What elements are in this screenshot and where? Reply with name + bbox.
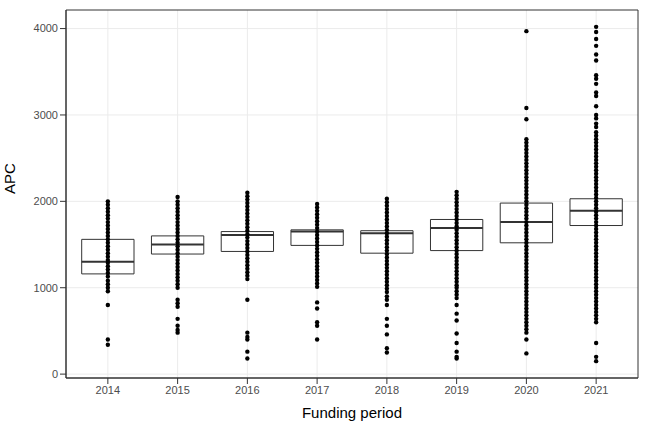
svg-text:2016: 2016 (235, 384, 259, 396)
svg-text:0: 0 (52, 368, 58, 380)
svg-text:4000: 4000 (34, 22, 58, 34)
svg-text:Funding period: Funding period (302, 404, 402, 421)
svg-text:2021: 2021 (584, 384, 608, 396)
svg-text:APC: APC (8, 163, 18, 194)
svg-text:2000: 2000 (34, 195, 58, 207)
svg-text:2020: 2020 (514, 384, 538, 396)
svg-text:2018: 2018 (375, 384, 399, 396)
svg-text:2014: 2014 (96, 384, 120, 396)
svg-text:1000: 1000 (34, 282, 58, 294)
svg-text:3000: 3000 (34, 109, 58, 121)
svg-text:2019: 2019 (444, 384, 468, 396)
svg-text:2015: 2015 (165, 384, 189, 396)
svg-text:2017: 2017 (305, 384, 329, 396)
